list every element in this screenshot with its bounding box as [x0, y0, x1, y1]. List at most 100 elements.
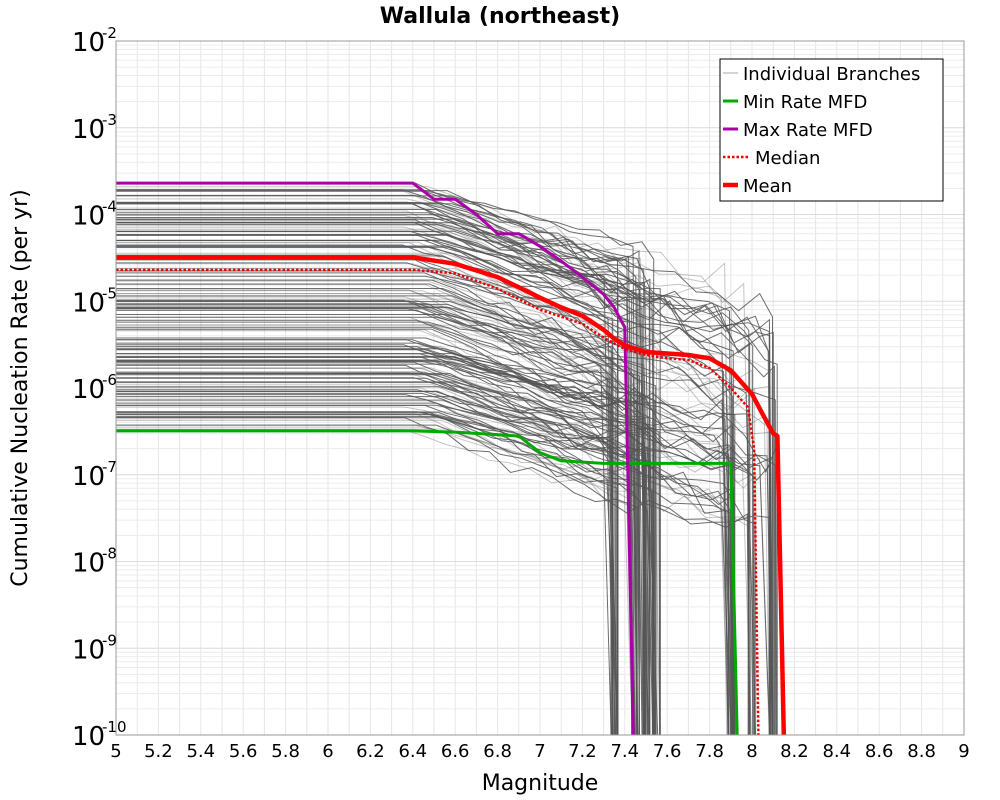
- branch-line: [116, 396, 614, 735]
- branch-line: [116, 262, 756, 736]
- y-tick-exponent: -10: [102, 718, 127, 736]
- x-tick-label: 6: [322, 741, 333, 762]
- series-max-rate-mfd: [116, 181, 635, 736]
- series-mean: [116, 255, 787, 736]
- branch-line: [116, 345, 733, 735]
- branch-line: [116, 417, 640, 736]
- y-tick-base: 10: [72, 288, 105, 318]
- y-axis-ticks: 10-210-310-410-510-610-710-810-910-10: [72, 24, 127, 752]
- legend-label: Mean: [743, 176, 792, 197]
- legend-label: Min Rate MFD: [743, 92, 867, 113]
- series-lines: [116, 181, 787, 736]
- y-tick-exponent: -3: [102, 111, 117, 129]
- branch-line: [116, 189, 638, 736]
- branch-line: [116, 241, 729, 735]
- y-tick-base: 10: [72, 635, 105, 665]
- branch-line: [116, 288, 638, 736]
- legend-label: Individual Branches: [743, 64, 920, 85]
- branch-line: [116, 252, 649, 736]
- x-tick-label: 6.2: [356, 741, 385, 762]
- x-tick-label: 7.4: [610, 741, 639, 762]
- branch-line: [116, 194, 634, 736]
- x-tick-label: 8.4: [822, 741, 851, 762]
- chart-title: Wallula (northeast): [380, 4, 620, 29]
- branch-line: [116, 321, 650, 736]
- branch-line: [116, 267, 615, 735]
- x-tick-label: 6.8: [483, 741, 512, 762]
- x-tick-label: 7.2: [568, 741, 597, 762]
- branch-line: [116, 356, 655, 736]
- branch-line: [116, 339, 637, 735]
- branch-line: [116, 303, 656, 735]
- branch-line: [116, 367, 650, 736]
- branch-line: [116, 353, 735, 735]
- branch-line: [116, 215, 754, 736]
- branch-line: [116, 218, 645, 736]
- branch-line: [116, 222, 772, 736]
- branch-line: [116, 279, 756, 735]
- branch-line: [116, 406, 757, 735]
- branch-line: [116, 377, 756, 735]
- branch-line: [116, 275, 729, 736]
- y-tick-base: 10: [72, 462, 105, 492]
- branch-line: [116, 339, 618, 735]
- branch-line: [116, 190, 729, 736]
- branch-line: [116, 373, 639, 736]
- branch-line: [116, 373, 730, 736]
- branch-line: [116, 190, 650, 735]
- individual-branches: [116, 182, 778, 736]
- branch-line: [116, 329, 616, 735]
- legend-box: [719, 58, 944, 202]
- branch-line: [116, 207, 734, 736]
- x-tick-label: 6.4: [398, 741, 427, 762]
- branch-line: [116, 416, 735, 736]
- branch-line: [116, 330, 770, 736]
- x-axis-ticks: 5 5.2 5.4 5.6 5.8 6 6.2 6.4 6.6 6.8 7 7.2 7.4 7.6 7.8 8…: [110, 741, 969, 762]
- branch-line: [116, 219, 619, 735]
- y-tick-base: 10: [72, 115, 105, 145]
- branch-line: [116, 307, 640, 735]
- x-tick-label: 7.6: [653, 741, 682, 762]
- x-tick-label: 8.6: [865, 741, 894, 762]
- branch-line: [116, 373, 734, 736]
- y-tick-exponent: -9: [102, 631, 117, 649]
- branch-line: [116, 246, 751, 736]
- branch-line: [116, 319, 616, 736]
- legend-label: Median: [755, 148, 820, 169]
- branch-line: [116, 348, 658, 735]
- x-tick-label: 5.8: [271, 741, 300, 762]
- plot-frame: [115, 40, 965, 736]
- branch-line: [116, 290, 613, 735]
- branch-line: [116, 272, 612, 735]
- y-tick-base: 10: [72, 202, 105, 232]
- branch-line: [116, 182, 661, 735]
- branch-line: [116, 259, 633, 736]
- grid: [115, 41, 965, 736]
- branch-line: [116, 221, 618, 735]
- branch-line: [116, 411, 751, 736]
- y-tick-exponent: -6: [102, 371, 117, 389]
- x-tick-label: 7: [534, 741, 545, 762]
- y-tick-exponent: -8: [102, 545, 117, 563]
- x-tick-label: 5.2: [144, 741, 173, 762]
- y-axis-label: Cumulative Nucleation Rate (per yr): [8, 189, 33, 587]
- branch-line: [116, 411, 656, 736]
- branch-line: [116, 413, 633, 736]
- branch-line: [116, 303, 657, 735]
- branch-line: [116, 268, 773, 735]
- branch-line: [116, 279, 654, 736]
- y-tick-base: 10: [72, 375, 105, 405]
- branch-line: [116, 202, 774, 735]
- x-tick-label: 9: [958, 741, 969, 762]
- branch-line: [116, 270, 614, 735]
- branch-line: [116, 283, 617, 735]
- branch-line: [116, 420, 645, 736]
- x-tick-label: 5.4: [186, 741, 215, 762]
- branch-line: [116, 404, 749, 735]
- branch-line: [116, 374, 771, 736]
- y-tick-base: 10: [72, 722, 105, 752]
- branch-line: [116, 289, 619, 735]
- legend: Individual Branches Min Rate MFD Max Rate …: [719, 58, 944, 202]
